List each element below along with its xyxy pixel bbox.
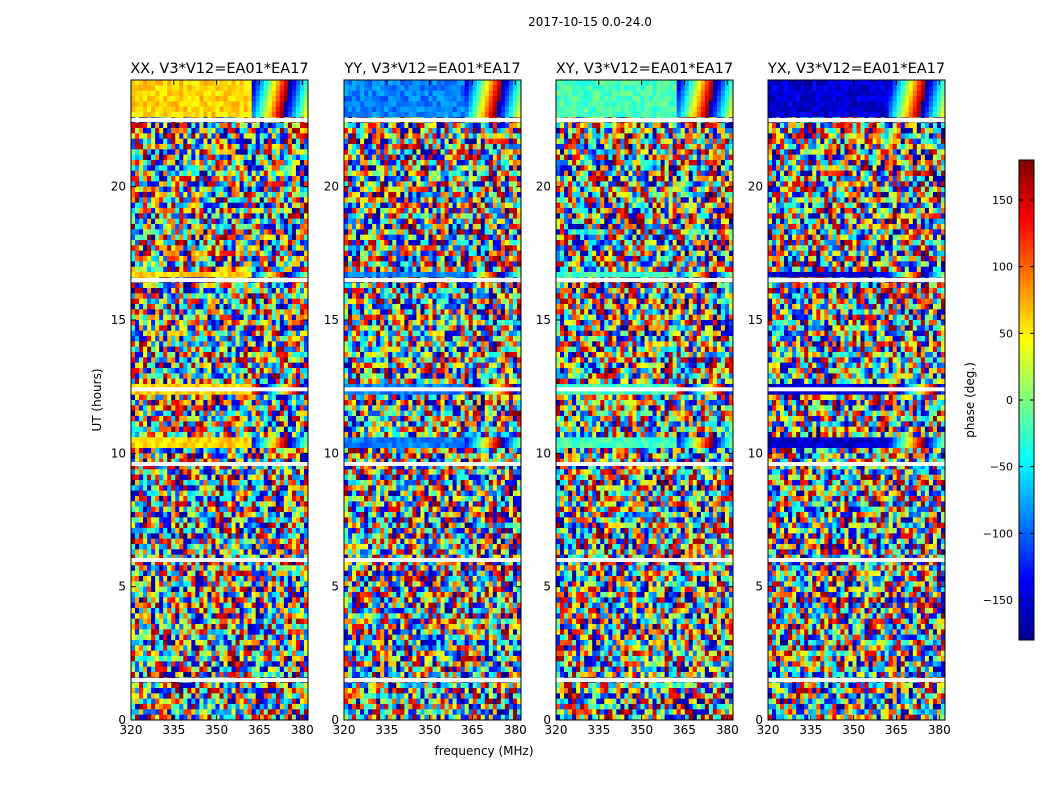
y-tick-label: 20 bbox=[536, 180, 551, 194]
flagged-band bbox=[768, 387, 945, 392]
y-tick-label: 0 bbox=[543, 713, 551, 727]
flagged-band bbox=[344, 387, 521, 392]
flagged-band bbox=[131, 387, 308, 392]
flagged-band bbox=[344, 462, 521, 466]
colorbar-label: phase (deg.) bbox=[963, 362, 977, 438]
x-tick-label: 320 bbox=[545, 723, 568, 737]
panel-frame bbox=[767, 79, 946, 721]
flagged-band bbox=[556, 558, 733, 562]
flagged-band bbox=[344, 278, 521, 282]
x-tick-label: 350 bbox=[418, 723, 441, 737]
y-tick-label: 15 bbox=[536, 313, 551, 327]
y-tick-label: 5 bbox=[331, 580, 339, 594]
flagged-band bbox=[556, 387, 733, 392]
flagged-band bbox=[768, 678, 945, 682]
panel-1: XX, V3*V12=EA01*EA17 320 335 350 365 380 0 5 10 1… bbox=[111, 61, 314, 737]
x-tick-label: 320 bbox=[333, 723, 356, 737]
flagged-band bbox=[344, 678, 521, 682]
panel-title: XY, V3*V12=EA01*EA17 bbox=[556, 61, 733, 77]
flagged-band bbox=[768, 118, 945, 122]
x-tick-label: 365 bbox=[673, 723, 696, 737]
y-tick-label: 20 bbox=[748, 180, 763, 194]
y-axis-label: UT (hours) bbox=[90, 368, 104, 431]
panel-frame bbox=[130, 79, 309, 721]
flagged-band bbox=[768, 558, 945, 562]
x-tick-label: 365 bbox=[248, 723, 271, 737]
flagged-band bbox=[131, 462, 308, 466]
colorbar: 150 100 50 0 −50 −100 −150 bbox=[983, 159, 1035, 641]
y-tick-label: 0 bbox=[118, 713, 126, 727]
y-tick-label: 20 bbox=[324, 180, 339, 194]
colorbar-tick-label: −150 bbox=[983, 594, 1013, 607]
x-tick-label: 335 bbox=[375, 723, 398, 737]
phase-heatmap bbox=[768, 80, 946, 721]
panel-title: YY, V3*V12=EA01*EA17 bbox=[343, 61, 520, 77]
x-tick-label: 350 bbox=[205, 723, 228, 737]
x-tick-label: 365 bbox=[885, 723, 908, 737]
x-axis-label: frequency (MHz) bbox=[434, 744, 533, 758]
y-tick-label: 5 bbox=[118, 580, 126, 594]
figure-suptitle: 2017-10-15 0.0-24.0 bbox=[528, 15, 652, 29]
x-tick-label: 380 bbox=[928, 723, 951, 737]
flagged-band bbox=[344, 558, 521, 562]
y-tick-label: 15 bbox=[748, 313, 763, 327]
panel-3: XY, V3*V12=EA01*EA17 320 335 350 365 380 0 5 10 1… bbox=[536, 61, 739, 737]
y-tick-label: 15 bbox=[111, 313, 126, 327]
x-tick-label: 350 bbox=[842, 723, 865, 737]
x-tick-label: 365 bbox=[461, 723, 484, 737]
panel-title: XX, V3*V12=EA01*EA17 bbox=[130, 61, 308, 77]
flagged-band bbox=[131, 678, 308, 682]
panels: XX, V3*V12=EA01*EA17 320 335 350 365 380 0 5 10 1… bbox=[111, 61, 951, 737]
colorbar-tick-label: −100 bbox=[983, 527, 1013, 540]
x-tick-label: 380 bbox=[291, 723, 314, 737]
phase-heatmap bbox=[131, 80, 309, 721]
y-tick-label: 5 bbox=[755, 580, 763, 594]
flagged-band bbox=[344, 118, 521, 122]
y-tick-label: 0 bbox=[331, 713, 339, 727]
panel-frame bbox=[555, 79, 734, 721]
panel-4: YX, V3*V12=EA01*EA17 320 335 350 365 380 0 5 10 1… bbox=[748, 61, 951, 737]
flagged-band bbox=[768, 462, 945, 466]
x-tick-label: 335 bbox=[799, 723, 822, 737]
flagged-band bbox=[556, 678, 733, 682]
x-tick-label: 350 bbox=[630, 723, 653, 737]
flagged-band bbox=[768, 278, 945, 282]
y-tick-label: 10 bbox=[536, 446, 551, 460]
y-tick-label: 20 bbox=[111, 180, 126, 194]
colorbar-tick-label: 100 bbox=[992, 261, 1013, 274]
colorbar-tick-label: 50 bbox=[999, 327, 1013, 340]
flagged-band bbox=[131, 278, 308, 282]
panel-title: YX, V3*V12=EA01*EA17 bbox=[767, 61, 945, 77]
x-tick-label: 320 bbox=[757, 723, 780, 737]
flagged-band bbox=[556, 278, 733, 282]
flagged-band bbox=[556, 462, 733, 466]
x-tick-label: 380 bbox=[504, 723, 527, 737]
colorbar-tick-label: 0 bbox=[1006, 394, 1013, 407]
colorbar-tick-label: 150 bbox=[992, 194, 1013, 207]
y-tick-label: 10 bbox=[324, 446, 339, 460]
y-tick-label: 10 bbox=[111, 446, 126, 460]
x-tick-label: 320 bbox=[120, 723, 143, 737]
panel-frame bbox=[343, 79, 522, 721]
x-tick-label: 335 bbox=[162, 723, 185, 737]
y-tick-label: 0 bbox=[755, 713, 763, 727]
y-tick-label: 15 bbox=[324, 313, 339, 327]
y-tick-label: 5 bbox=[543, 580, 551, 594]
flagged-band bbox=[131, 558, 308, 562]
phase-heatmap bbox=[556, 80, 734, 721]
flagged-band bbox=[556, 118, 733, 122]
colorbar-tick-label: −50 bbox=[990, 461, 1013, 474]
y-tick-label: 10 bbox=[748, 446, 763, 460]
panel-2: YY, V3*V12=EA01*EA17 320 335 350 365 380 0 5 10 1… bbox=[324, 61, 527, 737]
x-tick-label: 380 bbox=[716, 723, 739, 737]
x-tick-label: 335 bbox=[587, 723, 610, 737]
flagged-band bbox=[131, 118, 308, 122]
phase-heatmap bbox=[344, 80, 522, 721]
